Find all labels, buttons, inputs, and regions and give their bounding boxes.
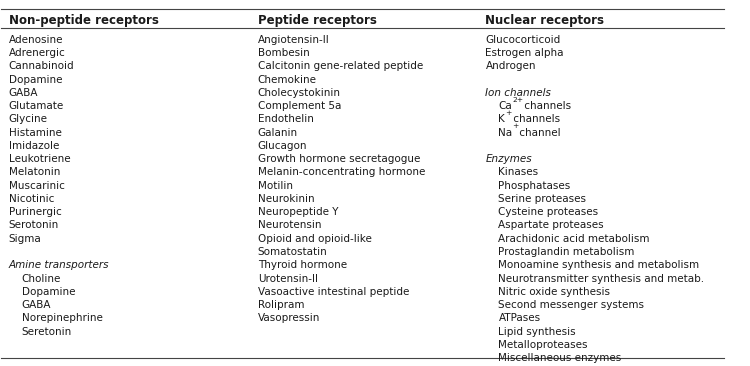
Text: Monoamine synthesis and metabolism: Monoamine synthesis and metabolism <box>499 260 700 270</box>
Text: Muscarinic: Muscarinic <box>8 181 64 191</box>
Text: Androgen: Androgen <box>485 61 536 71</box>
Text: Chemokine: Chemokine <box>258 75 316 85</box>
Text: Melatonin: Melatonin <box>8 167 60 178</box>
Text: Cholecystokinin: Cholecystokinin <box>258 88 340 98</box>
Text: GABA: GABA <box>8 88 38 98</box>
Text: Cannabinoid: Cannabinoid <box>8 61 74 71</box>
Text: Phosphatases: Phosphatases <box>499 181 571 191</box>
Text: Growth hormone secretagogue: Growth hormone secretagogue <box>258 154 420 164</box>
Text: Purinergic: Purinergic <box>8 207 62 217</box>
Text: Nitric oxide synthesis: Nitric oxide synthesis <box>499 287 610 297</box>
Text: Amine transporters: Amine transporters <box>8 260 109 270</box>
Text: Second messenger systems: Second messenger systems <box>499 300 644 310</box>
Text: Enzymes: Enzymes <box>485 154 532 164</box>
Text: Adrenergic: Adrenergic <box>8 48 65 58</box>
Text: Lipid synthesis: Lipid synthesis <box>499 326 576 337</box>
Text: Arachidonic acid metabolism: Arachidonic acid metabolism <box>499 234 650 244</box>
Text: +: + <box>506 110 512 116</box>
Text: Seretonin: Seretonin <box>22 326 72 337</box>
Text: Endothelin: Endothelin <box>258 114 314 124</box>
Text: channels: channels <box>510 114 560 124</box>
Text: Vasopressin: Vasopressin <box>258 313 320 323</box>
Text: Galanin: Galanin <box>258 128 298 138</box>
Text: Vasoactive intestinal peptide: Vasoactive intestinal peptide <box>258 287 410 297</box>
Text: Thyroid hormone: Thyroid hormone <box>258 260 347 270</box>
Text: Cysteine proteases: Cysteine proteases <box>499 207 598 217</box>
Text: Aspartate proteases: Aspartate proteases <box>499 220 604 231</box>
Text: Metalloproteases: Metalloproteases <box>499 340 588 350</box>
Text: Glucocorticoid: Glucocorticoid <box>485 35 561 45</box>
Text: Neurokinin: Neurokinin <box>258 194 314 204</box>
Text: Motilin: Motilin <box>258 181 292 191</box>
Text: channel: channel <box>517 128 561 138</box>
Text: Neuropeptide Y: Neuropeptide Y <box>258 207 338 217</box>
Text: Miscellaneous enzymes: Miscellaneous enzymes <box>499 353 622 363</box>
Text: Complement 5a: Complement 5a <box>258 101 341 111</box>
Text: Bombesin: Bombesin <box>258 48 310 58</box>
Text: Nuclear receptors: Nuclear receptors <box>485 14 604 27</box>
Text: Serine proteases: Serine proteases <box>499 194 586 204</box>
Text: Leukotriene: Leukotriene <box>8 154 70 164</box>
Text: Ca: Ca <box>499 101 512 111</box>
Text: Angiotensin-II: Angiotensin-II <box>258 35 329 45</box>
Text: Glucagon: Glucagon <box>258 141 308 151</box>
Text: Nicotinic: Nicotinic <box>8 194 54 204</box>
Text: Urotensin-II: Urotensin-II <box>258 273 318 284</box>
Text: +: + <box>512 123 518 129</box>
Text: Imidazole: Imidazole <box>8 141 59 151</box>
Text: ATPases: ATPases <box>499 313 541 323</box>
Text: Choline: Choline <box>22 273 61 284</box>
Text: Opioid and opioid-like: Opioid and opioid-like <box>258 234 372 244</box>
Text: Adenosine: Adenosine <box>8 35 63 45</box>
Text: Glycine: Glycine <box>8 114 47 124</box>
Text: Glutamate: Glutamate <box>8 101 64 111</box>
Text: Non-peptide receptors: Non-peptide receptors <box>8 14 158 27</box>
Text: 2+: 2+ <box>512 97 523 103</box>
Text: K: K <box>499 114 506 124</box>
Text: Histamine: Histamine <box>8 128 62 138</box>
Text: Rolipram: Rolipram <box>258 300 305 310</box>
Text: Somatostatin: Somatostatin <box>258 247 328 257</box>
Text: Melanin-concentrating hormone: Melanin-concentrating hormone <box>258 167 425 178</box>
Text: Dopamine: Dopamine <box>8 75 62 85</box>
Text: Neurotransmitter synthesis and metab.: Neurotransmitter synthesis and metab. <box>499 273 704 284</box>
Text: Sigma: Sigma <box>8 234 41 244</box>
Text: Serotonin: Serotonin <box>8 220 58 231</box>
Text: Norepinephrine: Norepinephrine <box>22 313 103 323</box>
Text: Kinases: Kinases <box>499 167 538 178</box>
Text: GABA: GABA <box>22 300 51 310</box>
Text: Dopamine: Dopamine <box>22 287 75 297</box>
Text: Peptide receptors: Peptide receptors <box>258 14 376 27</box>
Text: Neurotensin: Neurotensin <box>258 220 321 231</box>
Text: channels: channels <box>520 101 571 111</box>
Text: Ion channels: Ion channels <box>485 88 551 98</box>
Text: Calcitonin gene-related peptide: Calcitonin gene-related peptide <box>258 61 423 71</box>
Text: Prostaglandin metabolism: Prostaglandin metabolism <box>499 247 634 257</box>
Text: Na: Na <box>499 128 512 138</box>
Text: Estrogen alpha: Estrogen alpha <box>485 48 564 58</box>
